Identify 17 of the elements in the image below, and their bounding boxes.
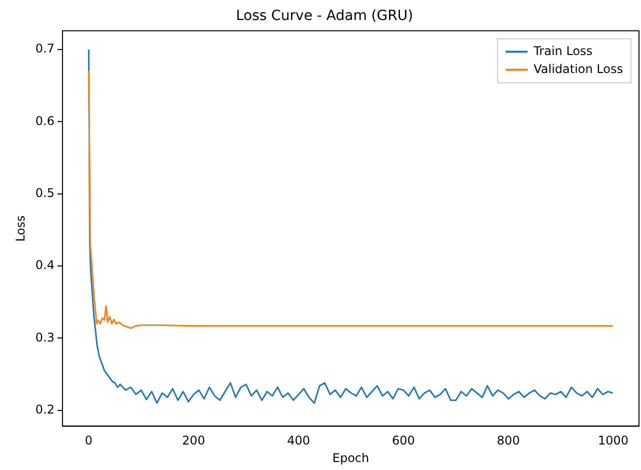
x-tick-label: 0 [84, 434, 93, 448]
y-axis-title: Loss [13, 215, 28, 242]
y-tick-label: 0.6 [35, 114, 54, 128]
legend-label: Train Loss [532, 44, 593, 58]
y-tick-label: 0.2 [35, 402, 54, 416]
x-axis-title: Epoch [332, 450, 370, 465]
y-tick-label: 0.7 [35, 42, 54, 56]
x-tick-label: 400 [287, 434, 310, 448]
x-tick-label: 200 [182, 434, 206, 448]
x-tick-label: 1000 [598, 434, 629, 448]
legend-label: Validation Loss [534, 62, 623, 76]
y-tick-label: 0.5 [35, 186, 54, 200]
y-tick-label: 0.3 [35, 330, 54, 344]
x-tick-label: 600 [392, 434, 415, 448]
x-tick-label: 800 [496, 434, 520, 448]
y-tick-label: 0.4 [35, 258, 54, 272]
chart-title: Loss Curve - Adam (GRU) [236, 8, 414, 24]
